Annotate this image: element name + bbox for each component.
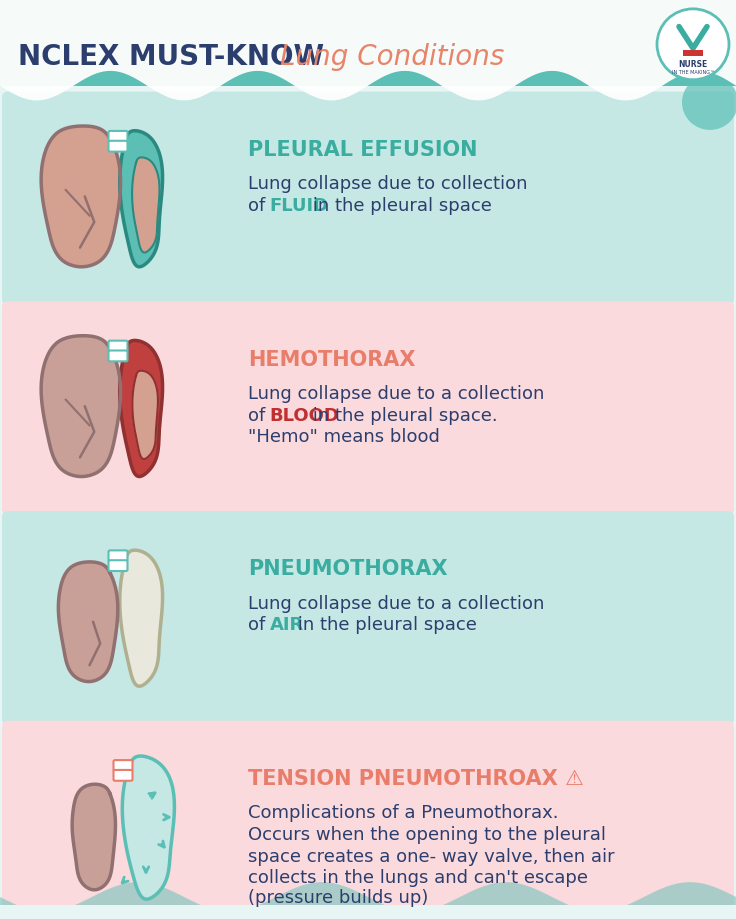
FancyBboxPatch shape bbox=[113, 770, 132, 781]
FancyBboxPatch shape bbox=[0, 86, 736, 905]
Text: Lung collapse due to a collection: Lung collapse due to a collection bbox=[248, 594, 545, 612]
Text: Occurs when the opening to the pleural: Occurs when the opening to the pleural bbox=[248, 825, 606, 843]
Polygon shape bbox=[120, 550, 163, 686]
FancyBboxPatch shape bbox=[0, 0, 736, 86]
Text: IN THE MAKING™: IN THE MAKING™ bbox=[671, 70, 715, 75]
FancyBboxPatch shape bbox=[113, 760, 132, 771]
Text: in the pleural space: in the pleural space bbox=[292, 616, 477, 634]
FancyBboxPatch shape bbox=[108, 561, 127, 572]
FancyBboxPatch shape bbox=[2, 512, 734, 725]
Text: of: of bbox=[248, 406, 271, 425]
Text: NURSE: NURSE bbox=[679, 61, 707, 70]
Text: PNEUMOTHORAX: PNEUMOTHORAX bbox=[248, 559, 447, 579]
FancyBboxPatch shape bbox=[108, 341, 127, 352]
Text: AIR: AIR bbox=[269, 616, 304, 634]
Polygon shape bbox=[120, 341, 163, 477]
Text: in the pleural space: in the pleural space bbox=[308, 197, 492, 215]
FancyBboxPatch shape bbox=[108, 131, 127, 142]
Text: Lung collapse due to a collection: Lung collapse due to a collection bbox=[248, 384, 545, 403]
Text: "Hemo" means blood: "Hemo" means blood bbox=[248, 428, 440, 446]
Text: TENSION PNEUMOTHROAX ⚠️: TENSION PNEUMOTHROAX ⚠️ bbox=[248, 768, 584, 789]
Text: of: of bbox=[248, 197, 271, 215]
FancyBboxPatch shape bbox=[108, 142, 127, 153]
FancyBboxPatch shape bbox=[2, 720, 734, 919]
Text: HEMOTHORAX: HEMOTHORAX bbox=[248, 349, 416, 369]
FancyBboxPatch shape bbox=[108, 351, 127, 362]
Polygon shape bbox=[41, 336, 121, 477]
Circle shape bbox=[682, 75, 736, 130]
FancyBboxPatch shape bbox=[683, 51, 703, 57]
Polygon shape bbox=[122, 756, 174, 899]
FancyBboxPatch shape bbox=[2, 302, 734, 516]
Text: FLUID: FLUID bbox=[269, 197, 329, 215]
Polygon shape bbox=[0, 0, 736, 101]
Text: space creates a one- way valve, then air
collects in the lungs and can't escape
: space creates a one- way valve, then air… bbox=[248, 846, 615, 906]
Text: BLOOD: BLOOD bbox=[269, 406, 339, 425]
Polygon shape bbox=[0, 882, 736, 919]
Text: Lung collapse due to collection: Lung collapse due to collection bbox=[248, 175, 528, 193]
Circle shape bbox=[657, 10, 729, 81]
Text: in the pleural space.: in the pleural space. bbox=[308, 406, 498, 425]
Polygon shape bbox=[120, 131, 163, 267]
Polygon shape bbox=[132, 158, 160, 254]
Text: PLEURAL EFFUSION: PLEURAL EFFUSION bbox=[248, 140, 478, 160]
Text: NCLEX MUST-KNOW: NCLEX MUST-KNOW bbox=[18, 43, 333, 71]
FancyBboxPatch shape bbox=[108, 550, 127, 562]
FancyBboxPatch shape bbox=[2, 93, 734, 306]
Polygon shape bbox=[72, 784, 116, 890]
Polygon shape bbox=[41, 127, 121, 267]
Text: Lung Conditions: Lung Conditions bbox=[280, 43, 504, 71]
Text: Complications of a Pneumothorax.: Complications of a Pneumothorax. bbox=[248, 803, 559, 822]
Text: of: of bbox=[248, 616, 271, 634]
Polygon shape bbox=[132, 371, 158, 460]
Polygon shape bbox=[58, 562, 118, 682]
